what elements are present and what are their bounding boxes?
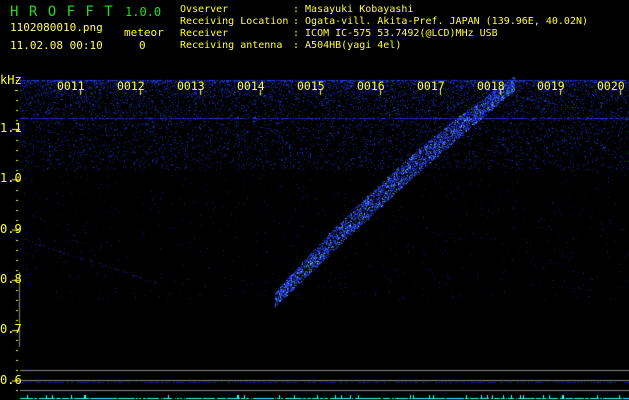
time-label: 0013 xyxy=(177,79,205,93)
time-label: 0015 xyxy=(297,79,325,93)
time-label: 0016 xyxy=(357,79,385,93)
time-label: 0012 xyxy=(117,79,145,93)
antenna-value: : A504HB(yagi 4el) xyxy=(293,40,402,51)
app-version: 1.0.0 xyxy=(125,5,162,19)
antenna-label: Receiving antenna xyxy=(180,40,283,51)
app-title: H R O F F T xyxy=(10,4,114,20)
freq-label: 0.9 xyxy=(0,221,22,236)
meteor-count: 0 xyxy=(139,39,146,52)
time-label: 0014 xyxy=(237,79,265,93)
time-label: 0019 xyxy=(537,79,565,93)
observer-label: Ovserver xyxy=(180,4,229,15)
location-label: Receiving Location xyxy=(180,16,289,27)
unit-label: kHz xyxy=(0,73,22,87)
receiver-label: Receiver xyxy=(180,28,229,39)
time-label: 0018 xyxy=(477,79,505,93)
freq-label: 0.6 xyxy=(0,372,22,387)
time-label: 0017 xyxy=(417,79,445,93)
meteor-label: meteor xyxy=(124,26,164,39)
observer-value: : Masayuki Kobayashi xyxy=(293,4,414,15)
freq-label: 0.8 xyxy=(0,271,22,286)
file-name: 1102080010.png xyxy=(10,21,103,34)
freq-label: 1.0 xyxy=(0,171,22,186)
time-label: 0020 xyxy=(597,79,625,93)
receiver-value: : ICOM IC-575 53.7492(@LCD)MHz USB xyxy=(293,28,498,39)
file-datetime: 11.02.08 00:10 xyxy=(10,39,103,52)
freq-label: 1.1 xyxy=(0,121,22,135)
freq-label: 0.7 xyxy=(0,322,22,337)
location-value: : Ogata-vill. Akita-Pref. JAPAN (139.96E… xyxy=(293,16,589,27)
time-label: 0011 xyxy=(57,79,85,93)
